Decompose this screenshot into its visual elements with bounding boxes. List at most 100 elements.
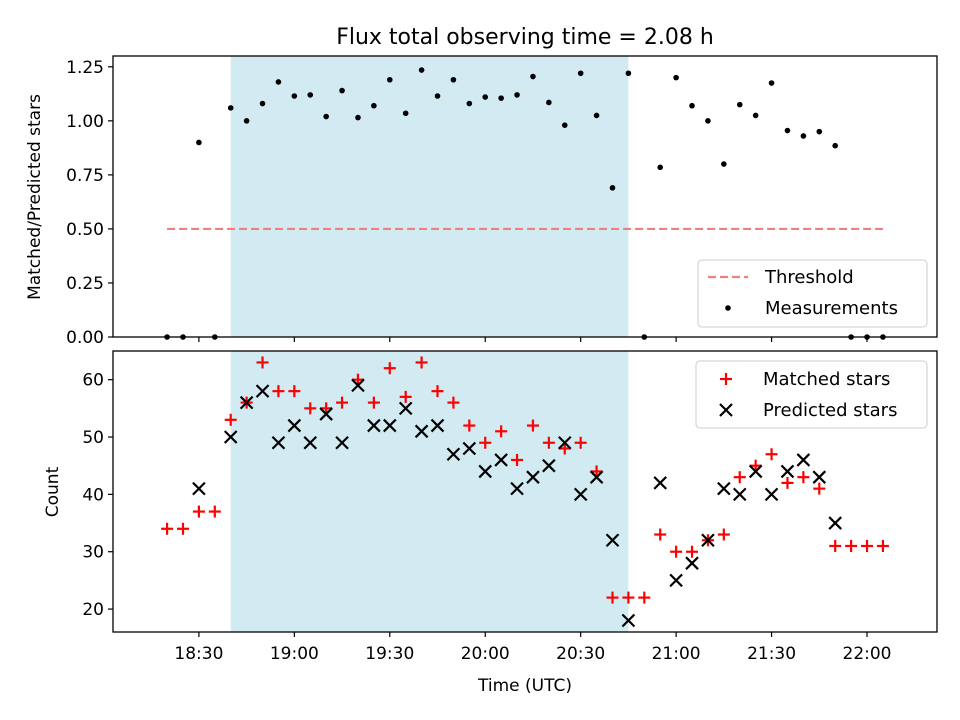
- x-axis-label: Time (UTC): [477, 676, 572, 696]
- matched-star-point: [351, 373, 364, 386]
- measurement-point: [434, 93, 441, 99]
- measurement-point: [450, 76, 457, 83]
- measurement-point: [402, 110, 409, 117]
- predicted-star-point: [780, 464, 795, 479]
- predicted-star-point: [287, 418, 302, 433]
- measurement-point: [386, 76, 393, 83]
- predicted-star-point: [319, 407, 333, 421]
- matched-star-point: [161, 522, 174, 535]
- predicted-star-point: [717, 481, 731, 496]
- observing-window-bottom: [230, 351, 629, 632]
- matched-star-point: [813, 482, 826, 495]
- predicted-star-point: [335, 435, 349, 450]
- predicted-star-point: [685, 556, 699, 570]
- legend-measurements-label: Measurements: [765, 298, 898, 319]
- matched-star-point: [176, 522, 189, 535]
- matched-star-point: [829, 539, 842, 552]
- legend-predicted-label: Predicted stars: [763, 400, 897, 421]
- measurement-point: [307, 92, 314, 98]
- measurement-point: [577, 70, 584, 77]
- measurement-point: [784, 127, 791, 134]
- top-y-tick-label: 0.00: [66, 328, 104, 348]
- predicted-star-point: [812, 470, 827, 484]
- matched-star-point: [765, 448, 778, 461]
- top-panel: 0.00 0.25 0.50 0.75 1.00 1.25 Matched/Predict…: [25, 55, 938, 348]
- bottom-y-tick-label: 60: [82, 371, 104, 391]
- top-y-tick-label: 0.25: [66, 274, 104, 294]
- matched-star-point: [542, 436, 555, 449]
- predicted-star-point: [383, 418, 397, 433]
- measurement-point: [721, 161, 727, 167]
- bottom-y-tick-label: 30: [82, 543, 104, 563]
- matched-star-point: [256, 356, 269, 369]
- measurement-point: [752, 112, 759, 119]
- matched-star-point: [749, 459, 762, 472]
- matched-star-point: [336, 396, 349, 409]
- predicted-star-point: [239, 395, 254, 410]
- matched-star-point: [526, 419, 539, 432]
- top-panel-frame: [112, 55, 938, 338]
- matched-star-point: [272, 385, 285, 398]
- measurement-point: [673, 74, 679, 81]
- matched-star-point: [574, 436, 587, 449]
- measurement-point: [609, 185, 616, 191]
- predicted-star-point: [446, 447, 461, 462]
- top-y-tick-label: 0.75: [66, 166, 104, 186]
- matched-star-point: [367, 396, 380, 409]
- bottom-y-tick-label: 20: [82, 600, 104, 620]
- predicted-star-point: [414, 424, 429, 439]
- matched-star-point: [781, 476, 794, 489]
- matched-star-point: [304, 402, 317, 415]
- x-tick-label: 18:30: [174, 644, 223, 664]
- predicted-star-point: [748, 464, 763, 479]
- predicted-star-point: [621, 613, 636, 628]
- legend-measurements-swatch: [725, 305, 731, 311]
- matched-star-point: [288, 385, 301, 398]
- x-tick-label: 19:30: [365, 644, 414, 664]
- measurement-point: [259, 100, 266, 107]
- predicted-star-point: [589, 470, 604, 484]
- matched-star-point: [876, 539, 889, 552]
- measurement-point: [371, 102, 377, 109]
- top-y-tick-label: 1.00: [66, 112, 104, 132]
- predicted-star-point: [510, 481, 524, 496]
- legend-matched-label: Matched stars: [763, 369, 890, 390]
- predicted-star-point: [542, 458, 556, 473]
- top-legend: Threshold Measurements: [697, 259, 928, 328]
- matched-star-point: [622, 591, 635, 604]
- top-y-tick-label: 1.25: [66, 58, 104, 78]
- x-tick-label: 20:30: [556, 644, 605, 664]
- predicted-star-point: [255, 384, 270, 398]
- predicted-star-point: [494, 453, 508, 467]
- measurement-point: [625, 70, 632, 77]
- top-legend-box: [697, 259, 928, 328]
- predicted-star-point: [271, 435, 286, 450]
- matched-star-point: [845, 539, 858, 552]
- measurement-point: [514, 92, 520, 98]
- matched-star-point: [415, 356, 428, 369]
- bottom-panel: 20 30 40 50 60 18:30 19:00 19:30 20:00 20:30 21:0…: [43, 350, 938, 696]
- predicted-star-point: [732, 487, 747, 502]
- measurement-point: [339, 87, 345, 94]
- measurement-point: [355, 114, 361, 121]
- measurement-point: [705, 118, 711, 124]
- bottom-y-tick-label: 40: [82, 485, 104, 505]
- matched-star-point: [717, 528, 730, 541]
- matched-star-point: [495, 425, 508, 438]
- matched-star-point: [463, 419, 476, 432]
- predicted-star-point: [526, 470, 540, 484]
- matched-star-point: [861, 539, 874, 552]
- matched-star-point: [479, 436, 492, 449]
- predicted-star-point: [557, 435, 572, 450]
- measurement-point: [291, 93, 298, 99]
- measurement-point: [689, 102, 695, 109]
- measurement-point: [482, 94, 489, 100]
- predicted-star-point: [828, 516, 842, 530]
- x-tick-label: 20:00: [461, 644, 510, 664]
- matched-star-point: [654, 528, 667, 541]
- matched-star-point: [383, 362, 396, 375]
- measurement-point: [227, 105, 234, 111]
- legend-matched-swatch: [720, 373, 732, 385]
- measurement-point: [832, 142, 838, 149]
